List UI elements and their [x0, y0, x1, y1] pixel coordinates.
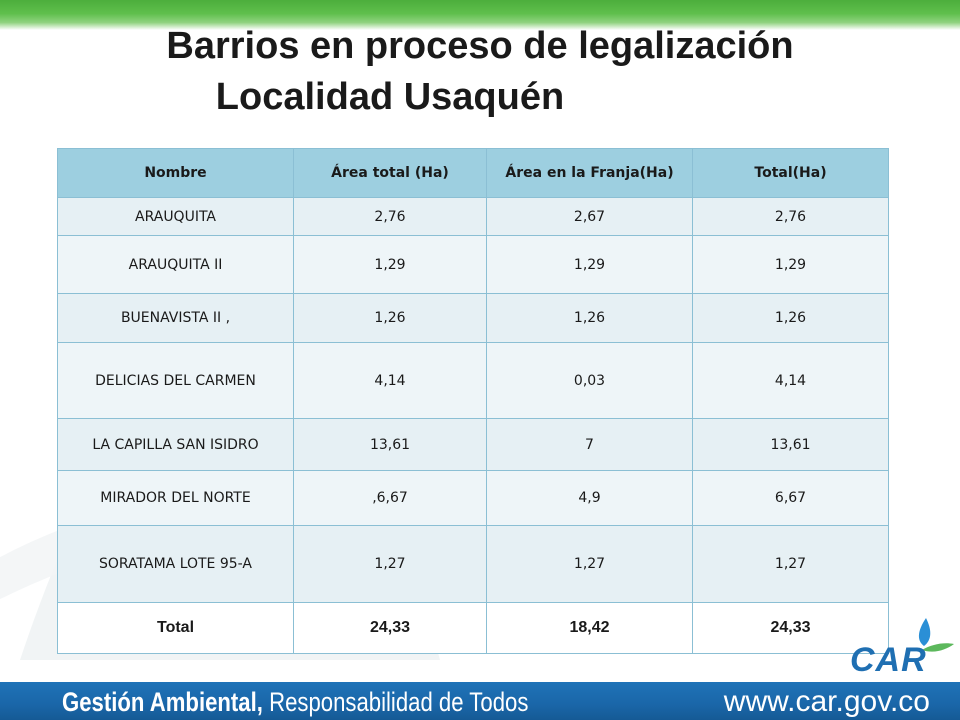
table-header-row: Nombre Área total (Ha) Área en la Franja… — [57, 148, 889, 198]
cell-area-total: 1,29 — [293, 235, 487, 294]
cell-nombre: ARAUQUITA II — [57, 235, 294, 294]
table-row: SORATAMA LOTE 95-A 1,27 1,27 1,27 — [57, 525, 889, 603]
cell-nombre: MIRADOR DEL NORTE — [57, 470, 294, 526]
neighborhoods-table: Nombre Área total (Ha) Área en la Franja… — [57, 148, 889, 654]
cell-area-franja: 2,67 — [486, 197, 693, 236]
footer-slogan: Gestión Ambiental, Responsabilidad de To… — [62, 684, 528, 720]
cell-area-franja: 7 — [486, 418, 693, 471]
footer-url-link[interactable]: www.car.gov.co — [723, 685, 930, 718]
cell-nombre: SORATAMA LOTE 95-A — [57, 525, 294, 603]
cell-area-franja: 4,9 — [486, 470, 693, 526]
column-header-area-total: Área total (Ha) — [293, 148, 487, 198]
cell-total: 2,76 — [692, 197, 889, 236]
cell-area-franja: 1,27 — [486, 525, 693, 603]
table-row: MIRADOR DEL NORTE ,6,67 4,9 6,67 — [57, 470, 889, 526]
cell-total: 1,29 — [692, 235, 889, 294]
footer-slogan-bold: Gestión Ambiental, — [62, 687, 263, 717]
cell-total: 13,61 — [692, 418, 889, 471]
column-header-total: Total(Ha) — [692, 148, 889, 198]
table-row: ARAUQUITA 2,76 2,67 2,76 — [57, 197, 889, 236]
table-row: ARAUQUITA II 1,29 1,29 1,29 — [57, 235, 889, 294]
top-green-bar — [0, 0, 960, 30]
cell-total: 4,14 — [692, 342, 889, 419]
column-header-nombre: Nombre — [57, 148, 294, 198]
table-row: BUENAVISTA II , 1,26 1,26 1,26 — [57, 293, 889, 343]
cell-area-total: 1,27 — [293, 525, 487, 603]
cell-area-franja: 0,03 — [486, 342, 693, 419]
cell-area-franja: 1,26 — [486, 293, 693, 343]
car-logo-text: CAR — [850, 641, 927, 679]
table-row: DELICIAS DEL CARMEN 4,14 0,03 4,14 — [57, 342, 889, 419]
page-title-line2: Localidad Usaquén — [215, 76, 565, 118]
cell-total: 1,26 — [692, 293, 889, 343]
footer-slogan-rest: Responsabilidad de Todos — [262, 687, 529, 717]
bottom-blue-bar — [0, 682, 960, 720]
cell-area-total: 1,26 — [293, 293, 487, 343]
cell-nombre: LA CAPILLA SAN ISIDRO — [57, 418, 294, 471]
cell-area-total: 2,76 — [293, 197, 487, 236]
total-area-franja: 18,42 — [486, 602, 693, 654]
car-logo-icon — [918, 618, 954, 652]
cell-nombre: BUENAVISTA II , — [57, 293, 294, 343]
total-label: Total — [57, 602, 294, 654]
cell-area-total: 4,14 — [293, 342, 487, 419]
table-row: LA CAPILLA SAN ISIDRO 13,61 7 13,61 — [57, 418, 889, 471]
cell-area-total: ,6,67 — [293, 470, 487, 526]
table-total-row: Total 24,33 18,42 24,33 — [57, 602, 889, 654]
total-total: 24,33 — [692, 602, 889, 654]
total-area-total: 24,33 — [293, 602, 487, 654]
cell-nombre: DELICIAS DEL CARMEN — [57, 342, 294, 419]
cell-total: 6,67 — [692, 470, 889, 526]
cell-nombre: ARAUQUITA — [57, 197, 294, 236]
column-header-area-franja: Área en la Franja(Ha) — [486, 148, 693, 198]
cell-area-total: 13,61 — [293, 418, 487, 471]
cell-area-franja: 1,29 — [486, 235, 693, 294]
page-title-line1: Barrios en proceso de legalización — [166, 25, 794, 67]
cell-total: 1,27 — [692, 525, 889, 603]
